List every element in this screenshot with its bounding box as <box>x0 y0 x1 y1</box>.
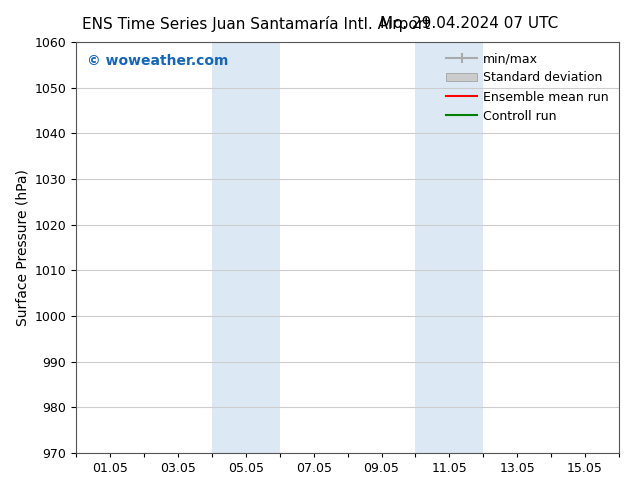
Bar <box>415 42 483 453</box>
Bar <box>212 42 280 453</box>
Text: © woweather.com: © woweather.com <box>87 54 228 69</box>
Text: Mo. 29.04.2024 07 UTC: Mo. 29.04.2024 07 UTC <box>380 16 558 31</box>
Y-axis label: Surface Pressure (hPa): Surface Pressure (hPa) <box>15 169 29 326</box>
Text: ENS Time Series Juan Santamaría Intl. Airport: ENS Time Series Juan Santamaría Intl. Ai… <box>82 16 430 32</box>
Legend: min/max, Standard deviation, Ensemble mean run, Controll run: min/max, Standard deviation, Ensemble me… <box>442 49 612 126</box>
